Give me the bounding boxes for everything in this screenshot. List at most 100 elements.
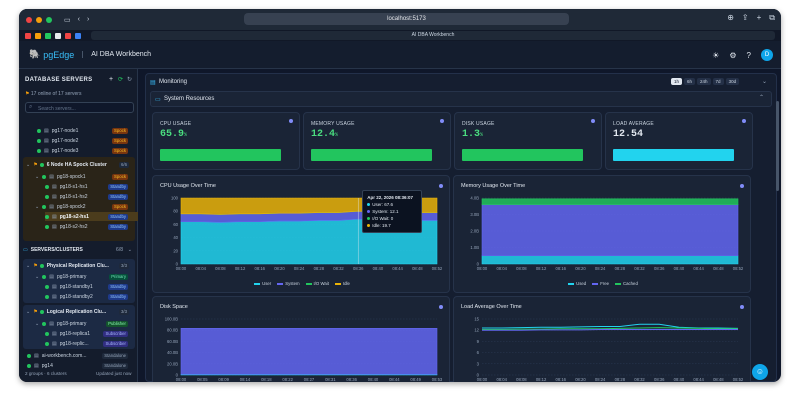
pin-icon[interactable]: [742, 119, 746, 123]
close-window-button[interactable]: [26, 16, 32, 23]
settings-gear-icon[interactable]: ⚙: [729, 50, 737, 60]
server-name: pg18-spock1: [56, 173, 86, 180]
range-button-30d[interactable]: 30d: [725, 78, 740, 85]
legend-item[interactable]: Cached: [615, 281, 638, 286]
expand-chevron-icon[interactable]: ⌄: [35, 203, 40, 210]
bookmark-icon[interactable]: [35, 32, 41, 39]
address-bar[interactable]: localhost:5173: [244, 13, 569, 25]
pin-icon[interactable]: [439, 184, 443, 188]
x-tick-label: 08:04: [496, 266, 507, 271]
server-row[interactable]: ▤ pg18-s1-hs2 Standby: [45, 192, 138, 201]
server-row[interactable]: ▤ pg18-replic... Subscriber: [45, 339, 138, 348]
expand-chevron-icon[interactable]: ⌄: [35, 320, 40, 327]
cluster-header[interactable]: ⌄ ⚑ 6 Node HA Spock Cluster 6/6: [23, 159, 135, 170]
server-row[interactable]: ▤ pg14 Standalone: [27, 361, 138, 370]
refresh-status-icon[interactable]: ⟳: [118, 77, 124, 83]
add-server-icon[interactable]: +: [109, 76, 114, 83]
pgedge-logo[interactable]: 🐘 pgEdge: [29, 49, 75, 60]
active-tab[interactable]: AI DBA Workbench: [91, 31, 775, 40]
maximize-window-button[interactable]: [46, 16, 52, 23]
cluster-name: 6 Node HA Spock Cluster: [46, 161, 107, 168]
sidebar-toggle-icon[interactable]: ▭: [64, 16, 71, 24]
cluster-header[interactable]: ⌄ ⚑ Logical Replication Clu... 3/3: [23, 306, 135, 317]
bookmark-icon[interactable]: [65, 32, 71, 39]
servers-clusters-section[interactable]: ▭ SERVERS/CLUSTERS 6/8 ⌄: [23, 244, 135, 255]
x-tick-label: 08:04: [195, 266, 206, 271]
bookmark-icon[interactable]: [45, 32, 51, 39]
tabs-overview-icon[interactable]: ⧉: [769, 13, 775, 22]
bookmark-icon[interactable]: [55, 32, 61, 39]
database-icon: ▤: [52, 293, 57, 300]
status-online-icon: [39, 162, 44, 167]
chart-title: Disk Space: [160, 304, 188, 310]
chevron-down-icon[interactable]: ⌄: [127, 246, 132, 253]
avatar[interactable]: D: [761, 49, 773, 61]
bookmark-gmail-icon[interactable]: [25, 32, 31, 39]
search-input[interactable]: ⌕ Search servers...: [25, 102, 134, 113]
metric-unit: %: [335, 132, 339, 138]
pin-icon[interactable]: [289, 119, 293, 123]
share-icon[interactable]: ⇪: [741, 13, 749, 22]
x-tick-label: 08:24: [595, 266, 606, 271]
legend-item[interactable]: Used: [568, 281, 586, 286]
legend-item[interactable]: Free: [592, 281, 609, 286]
legend-item[interactable]: User: [254, 281, 271, 286]
pin-icon[interactable]: [740, 184, 744, 188]
server-row[interactable]: ⌄ ▤ pg18-spock1 Spock: [35, 172, 138, 181]
server-row[interactable]: ▤ pg18-s2-hs1 Standby: [45, 212, 138, 221]
server-row[interactable]: ▤ pg18-standby2 Standby: [45, 292, 138, 301]
server-row[interactable]: ⌄ ▤ pg18-spock2 Spock: [35, 202, 138, 211]
legend-item[interactable]: I/O Wait: [305, 281, 329, 286]
server-row[interactable]: ▤ pg18-s2-hs2 Standby: [45, 222, 138, 231]
legend-item[interactable]: System: [277, 281, 300, 286]
x-tick-label: 08:40: [674, 266, 685, 271]
pin-icon[interactable]: [440, 119, 444, 123]
pin-icon[interactable]: [439, 305, 443, 309]
server-row[interactable]: ▤ pg18-replica1 Subscriber: [45, 329, 138, 338]
expand-chevron-icon[interactable]: ⌄: [35, 173, 40, 180]
theme-toggle-icon[interactable]: ☀: [712, 50, 720, 60]
server-row[interactable]: ▤ ai-workbench.com... Standalone: [27, 351, 138, 360]
back-icon[interactable]: ‹: [77, 16, 80, 23]
ai-assistant-button[interactable]: ☺: [752, 364, 768, 380]
pin-icon[interactable]: [740, 305, 744, 309]
legend-label: Free: [600, 281, 610, 286]
x-tick-label: 08:53: [432, 377, 443, 382]
role-badge: Standby: [108, 223, 128, 230]
server-row[interactable]: ▤ pg17-node1 Spock: [37, 126, 138, 135]
expand-chevron-icon[interactable]: ⌄: [35, 273, 40, 280]
main-scrollbar[interactable]: [776, 101, 779, 191]
range-button-6h[interactable]: 6h: [684, 78, 696, 85]
collapse-monitoring-icon[interactable]: ⌄: [762, 79, 768, 85]
series-area-free: [180, 328, 438, 375]
metric-sparkline: [160, 149, 281, 161]
legend-item[interactable]: Idle: [334, 281, 350, 286]
bookmark-facebook-icon[interactable]: [75, 32, 81, 39]
database-icon: ▤: [44, 147, 49, 154]
server-row[interactable]: ⌄ ▤ pg18-primary Primary: [35, 272, 138, 281]
new-tab-icon[interactable]: +: [756, 13, 762, 22]
x-tick-label: 08:27: [304, 377, 315, 382]
x-tick-label: 08:40: [368, 377, 379, 382]
reload-icon[interactable]: ↻: [127, 77, 133, 83]
system-resources-header[interactable]: ▭ System Resources ⌃: [150, 91, 772, 107]
chart-panel-2: Disk Space 0 20.0B 40.0B 60.0B 80.0B 100.0B 08:…: [152, 296, 450, 382]
server-row[interactable]: ▤ pg17-node3 Spock: [37, 146, 138, 155]
cluster-header[interactable]: ⌄ ⚑ Physical Replication Clu... 3/3: [23, 260, 135, 271]
pin-icon[interactable]: [591, 119, 595, 123]
server-row[interactable]: ▤ pg17-node2 Spock: [37, 136, 138, 145]
download-icon[interactable]: ⊕: [727, 13, 734, 22]
help-icon[interactable]: ?: [746, 50, 751, 60]
range-button-24h[interactable]: 24h: [697, 78, 711, 85]
range-button-7d[interactable]: 7d: [712, 78, 724, 85]
server-row[interactable]: ▤ pg18-standby1 Standby: [45, 282, 138, 291]
server-row[interactable]: ⌄ ▤ pg18-primary Publisher: [35, 319, 138, 328]
minimize-window-button[interactable]: [36, 16, 42, 23]
status-online-icon: [42, 174, 47, 179]
role-badge: Subscriber: [103, 330, 128, 337]
chart-panel-3: Load Average Over Time 0 3 6 9 12 15 08:00 08:04…: [453, 296, 751, 382]
server-row[interactable]: ▤ pg18-s1-hs1 Standby: [45, 182, 138, 191]
x-tick-label: 08:00: [176, 266, 187, 271]
range-button-1h[interactable]: 1h: [671, 78, 683, 85]
forward-icon[interactable]: ›: [86, 16, 90, 23]
